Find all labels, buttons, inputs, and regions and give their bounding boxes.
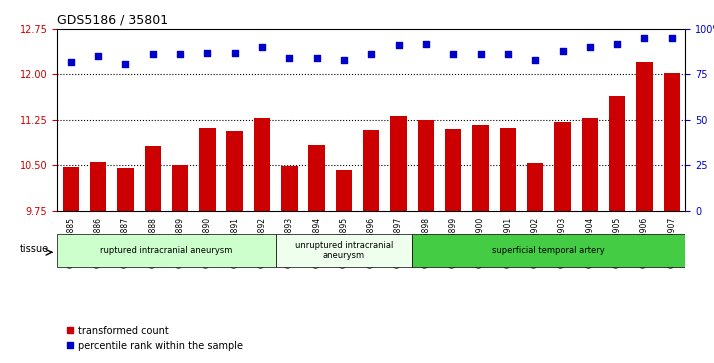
Point — [283, 55, 295, 61]
Point — [666, 35, 678, 41]
Point — [92, 53, 104, 59]
Bar — [253, 118, 270, 363]
Bar — [117, 168, 134, 363]
Bar — [554, 122, 570, 363]
Text: unruptured intracranial
aneurysm: unruptured intracranial aneurysm — [295, 241, 393, 260]
Point — [448, 52, 459, 57]
Bar — [500, 128, 516, 363]
Point — [557, 48, 568, 54]
Point — [229, 50, 241, 56]
FancyBboxPatch shape — [412, 234, 685, 267]
FancyBboxPatch shape — [276, 234, 412, 267]
Point — [256, 44, 268, 50]
Bar — [473, 125, 489, 363]
Bar — [226, 131, 243, 363]
Legend: transformed count, percentile rank within the sample: transformed count, percentile rank withi… — [62, 322, 246, 355]
Text: GDS5186 / 35801: GDS5186 / 35801 — [57, 13, 169, 26]
Bar — [609, 95, 625, 363]
Point — [475, 52, 486, 57]
Bar — [90, 162, 106, 363]
Point — [502, 52, 513, 57]
Text: ruptured intracranial aneurysm: ruptured intracranial aneurysm — [100, 246, 233, 255]
Bar — [582, 118, 598, 363]
Point — [201, 50, 213, 56]
Bar — [363, 130, 379, 363]
Point — [120, 61, 131, 66]
Bar — [63, 167, 79, 363]
Point — [584, 44, 595, 50]
Point — [639, 35, 650, 41]
Bar — [281, 166, 298, 363]
Point — [147, 52, 159, 57]
Text: superficial temporal artery: superficial temporal artery — [493, 246, 605, 255]
Bar — [445, 129, 461, 363]
Point — [338, 57, 350, 63]
Point — [65, 59, 76, 65]
Bar — [663, 73, 680, 363]
Bar — [391, 115, 407, 363]
Point — [421, 41, 432, 46]
Bar — [199, 128, 216, 363]
Text: tissue: tissue — [19, 244, 49, 254]
Bar — [336, 170, 352, 363]
FancyBboxPatch shape — [57, 234, 276, 267]
Point — [611, 41, 623, 46]
Point — [393, 42, 404, 48]
Point — [366, 52, 377, 57]
Bar — [144, 146, 161, 363]
Bar — [172, 164, 188, 363]
Point — [174, 52, 186, 57]
Bar — [418, 120, 434, 363]
Bar — [308, 145, 325, 363]
Bar — [636, 62, 653, 363]
Bar — [527, 163, 543, 363]
Point — [311, 55, 322, 61]
Point — [530, 57, 541, 63]
